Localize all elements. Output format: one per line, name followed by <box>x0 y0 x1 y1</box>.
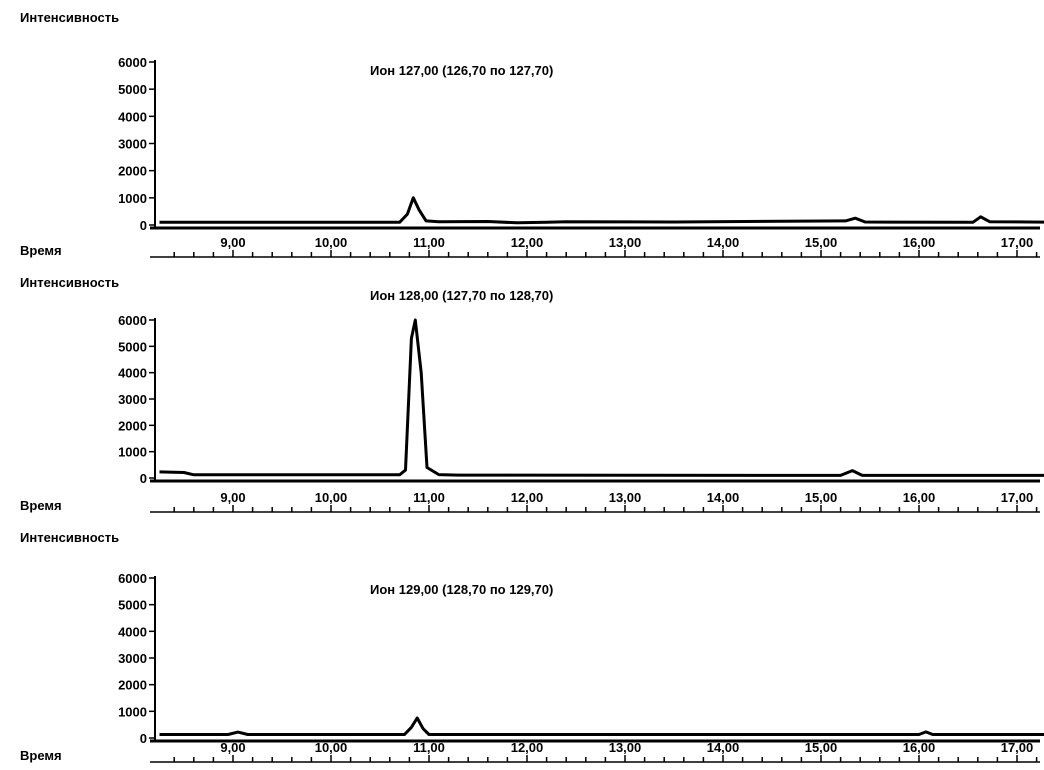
x-tick-label: 17,00 <box>1001 490 1034 505</box>
x-axis-label: Время <box>20 243 62 258</box>
x-tick-label: 17,00 <box>1001 740 1034 755</box>
x-tick-label: 15,00 <box>805 490 838 505</box>
y-tick-label: 5000 <box>118 82 147 97</box>
y-tick-label: 2000 <box>118 418 147 433</box>
y-tick-label: 0 <box>140 218 147 233</box>
x-tick-label: 15,00 <box>805 235 838 250</box>
x-axis-label: Время <box>20 498 62 513</box>
y-tick-label: 5000 <box>118 598 147 613</box>
x-tick-label: 16,00 <box>903 740 936 755</box>
x-tick-label: 15,00 <box>805 740 838 755</box>
x-axis-label: Время <box>20 748 62 763</box>
y-tick-label: 2000 <box>118 678 147 693</box>
series-trace <box>159 318 1044 477</box>
x-tick-label: 9,00 <box>220 740 245 755</box>
x-tick-label: 10,00 <box>315 235 348 250</box>
y-tick-label: 0 <box>140 471 147 486</box>
y-tick-label: 4000 <box>118 624 147 639</box>
x-tick-label: 14,00 <box>707 740 740 755</box>
y-axis-label: Интенсивность <box>20 10 119 25</box>
y-tick-label: 6000 <box>118 55 147 70</box>
x-tick-label: 16,00 <box>903 235 936 250</box>
x-tick-label: 12,00 <box>511 740 544 755</box>
x-tick-label: 14,00 <box>707 490 740 505</box>
x-tick-label: 17,00 <box>1001 235 1034 250</box>
chart-panel-2: Интенсивность Ион 128,00 (127,70 по 128,7… <box>20 275 1044 513</box>
y-tick-label: 6000 <box>118 571 147 586</box>
y-tick-label: 1000 <box>118 191 147 206</box>
y-tick-label: 3000 <box>118 651 147 666</box>
x-tick-label: 11,00 <box>413 490 445 505</box>
x-tick-label: 13,00 <box>609 740 642 755</box>
x-tick-label: 16,00 <box>903 490 936 505</box>
x-tick-label: 10,00 <box>315 740 348 755</box>
x-tick-label: 10,00 <box>315 490 348 505</box>
x-tick-label: 9,00 <box>220 235 245 250</box>
x-tick-label: 11,00 <box>413 740 445 755</box>
y-tick-label: 3000 <box>118 392 147 407</box>
x-tick-label: 12,00 <box>511 490 544 505</box>
chart-title: Ион 127,00 (126,70 по 127,70) <box>370 63 553 78</box>
chart-panel-1: Интенсивность Ион 127,00 (126,70 по 127,7… <box>20 10 1044 258</box>
x-tick-label: 13,00 <box>609 235 642 250</box>
y-axis-label: Интенсивность <box>20 275 119 290</box>
y-tick-label: 3000 <box>118 137 147 152</box>
y-tick-label: 6000 <box>118 313 147 328</box>
chart-title: Ион 129,00 (128,70 по 129,70) <box>370 582 553 597</box>
y-tick-label: 0 <box>140 731 147 746</box>
x-tick-label: 12,00 <box>511 235 544 250</box>
series-trace <box>159 196 1044 225</box>
x-tick-label: 13,00 <box>609 490 642 505</box>
x-tick-label: 14,00 <box>707 235 740 250</box>
y-tick-label: 4000 <box>118 366 147 381</box>
y-tick-label: 5000 <box>118 339 147 354</box>
y-tick-label: 4000 <box>118 109 147 124</box>
chart-panel-3: Интенсивность Ион 129,00 (128,70 по 129,7… <box>20 530 1044 763</box>
y-tick-label: 1000 <box>118 445 147 460</box>
series-trace <box>159 716 1044 736</box>
y-axis-label: Интенсивность <box>20 530 119 545</box>
chart-title: Ион 128,00 (127,70 по 128,70) <box>370 288 553 303</box>
x-tick-label: 11,00 <box>413 235 445 250</box>
y-tick-label: 1000 <box>118 704 147 719</box>
x-tick-label: 9,00 <box>220 490 245 505</box>
y-tick-label: 2000 <box>118 164 147 179</box>
